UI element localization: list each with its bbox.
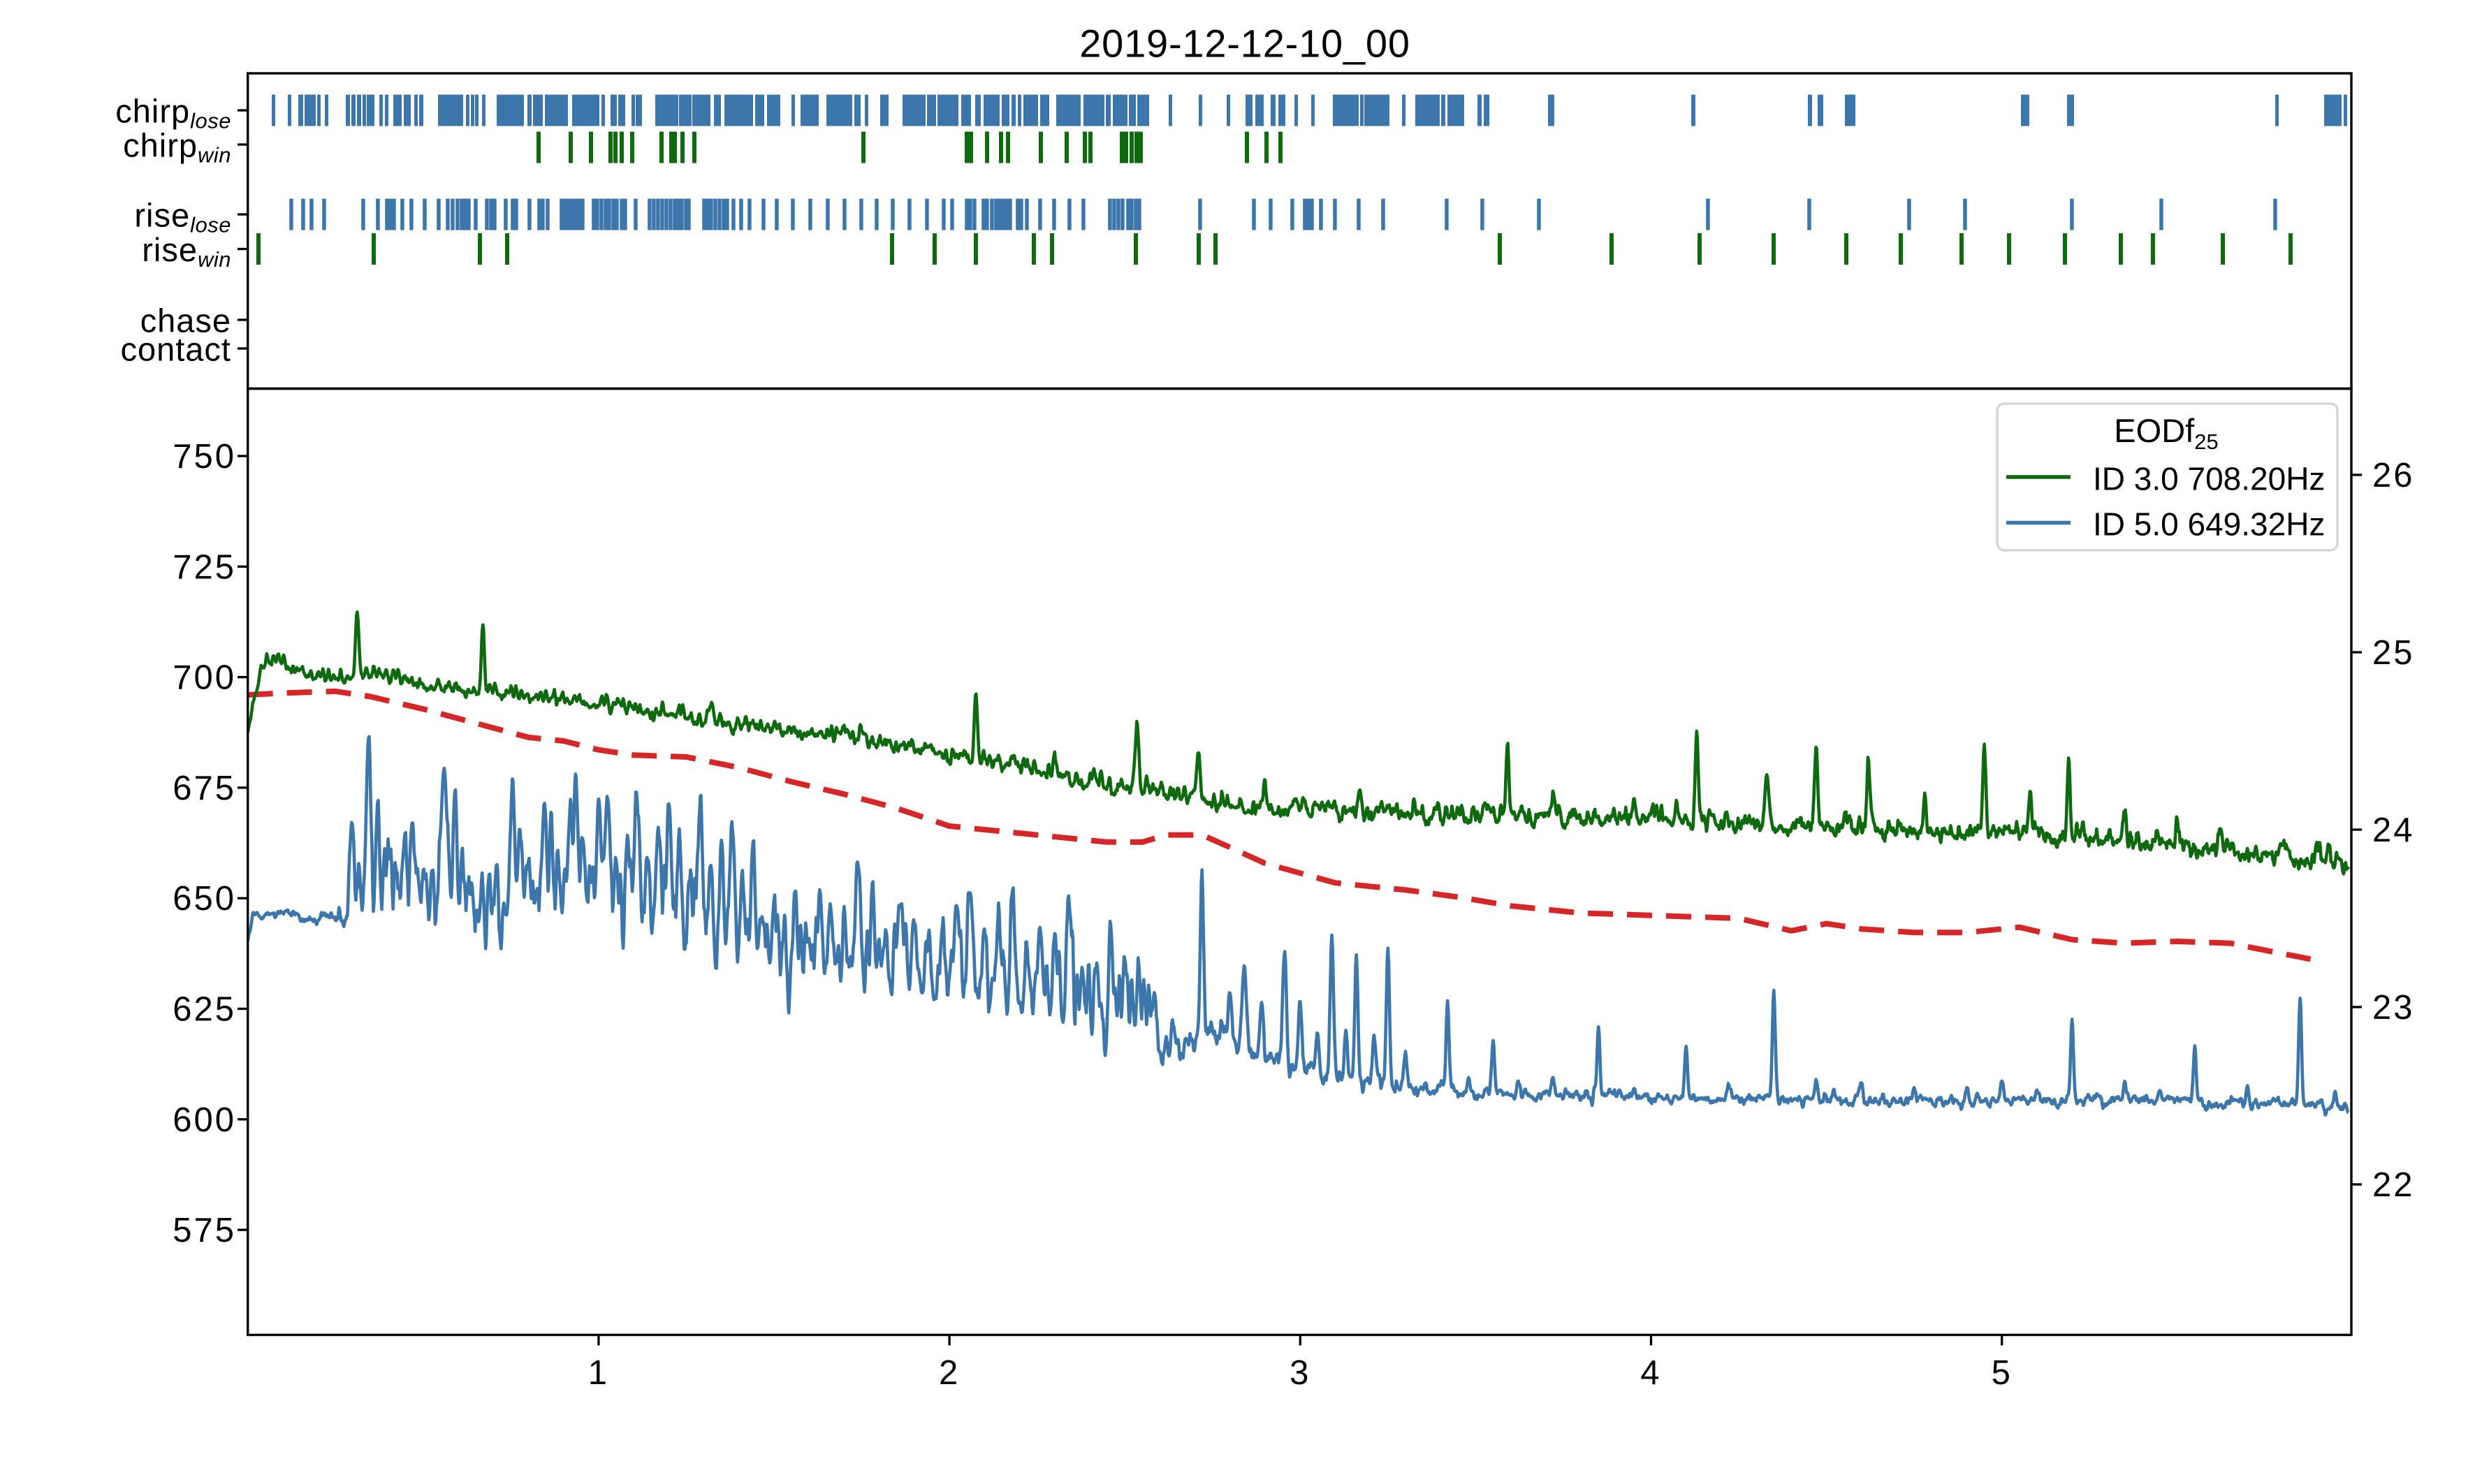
svg-text:700: 700 — [173, 659, 236, 697]
svg-text:725: 725 — [173, 548, 236, 586]
svg-text:1: 1 — [588, 1354, 609, 1392]
svg-text:2: 2 — [939, 1354, 960, 1392]
svg-text:5: 5 — [1992, 1354, 2013, 1392]
svg-text:575: 575 — [173, 1212, 236, 1249]
svg-text:22: 22 — [2372, 1166, 2415, 1204]
svg-text:ID 3.0 708.20Hz: ID 3.0 708.20Hz — [2093, 461, 2325, 497]
svg-text:24: 24 — [2372, 811, 2415, 849]
svg-text:3: 3 — [1290, 1354, 1310, 1392]
svg-text:25: 25 — [2372, 634, 2415, 672]
svg-text:riselose: riselose — [134, 197, 231, 237]
svg-text:750: 750 — [173, 438, 236, 476]
svg-text:ID 5.0 649.32Hz: ID 5.0 649.32Hz — [2093, 506, 2325, 543]
svg-text:23: 23 — [2372, 989, 2415, 1027]
svg-text:4: 4 — [1640, 1354, 1661, 1392]
svg-text:chase: chase — [140, 302, 231, 339]
svg-text:650: 650 — [173, 880, 236, 918]
svg-text:675: 675 — [173, 770, 236, 807]
svg-text:contact: contact — [120, 331, 231, 368]
svg-text:600: 600 — [173, 1101, 236, 1139]
svg-text:26: 26 — [2372, 457, 2415, 494]
svg-text:625: 625 — [173, 991, 236, 1029]
svg-text:2019-12-12-10_00: 2019-12-12-10_00 — [1079, 22, 1410, 66]
